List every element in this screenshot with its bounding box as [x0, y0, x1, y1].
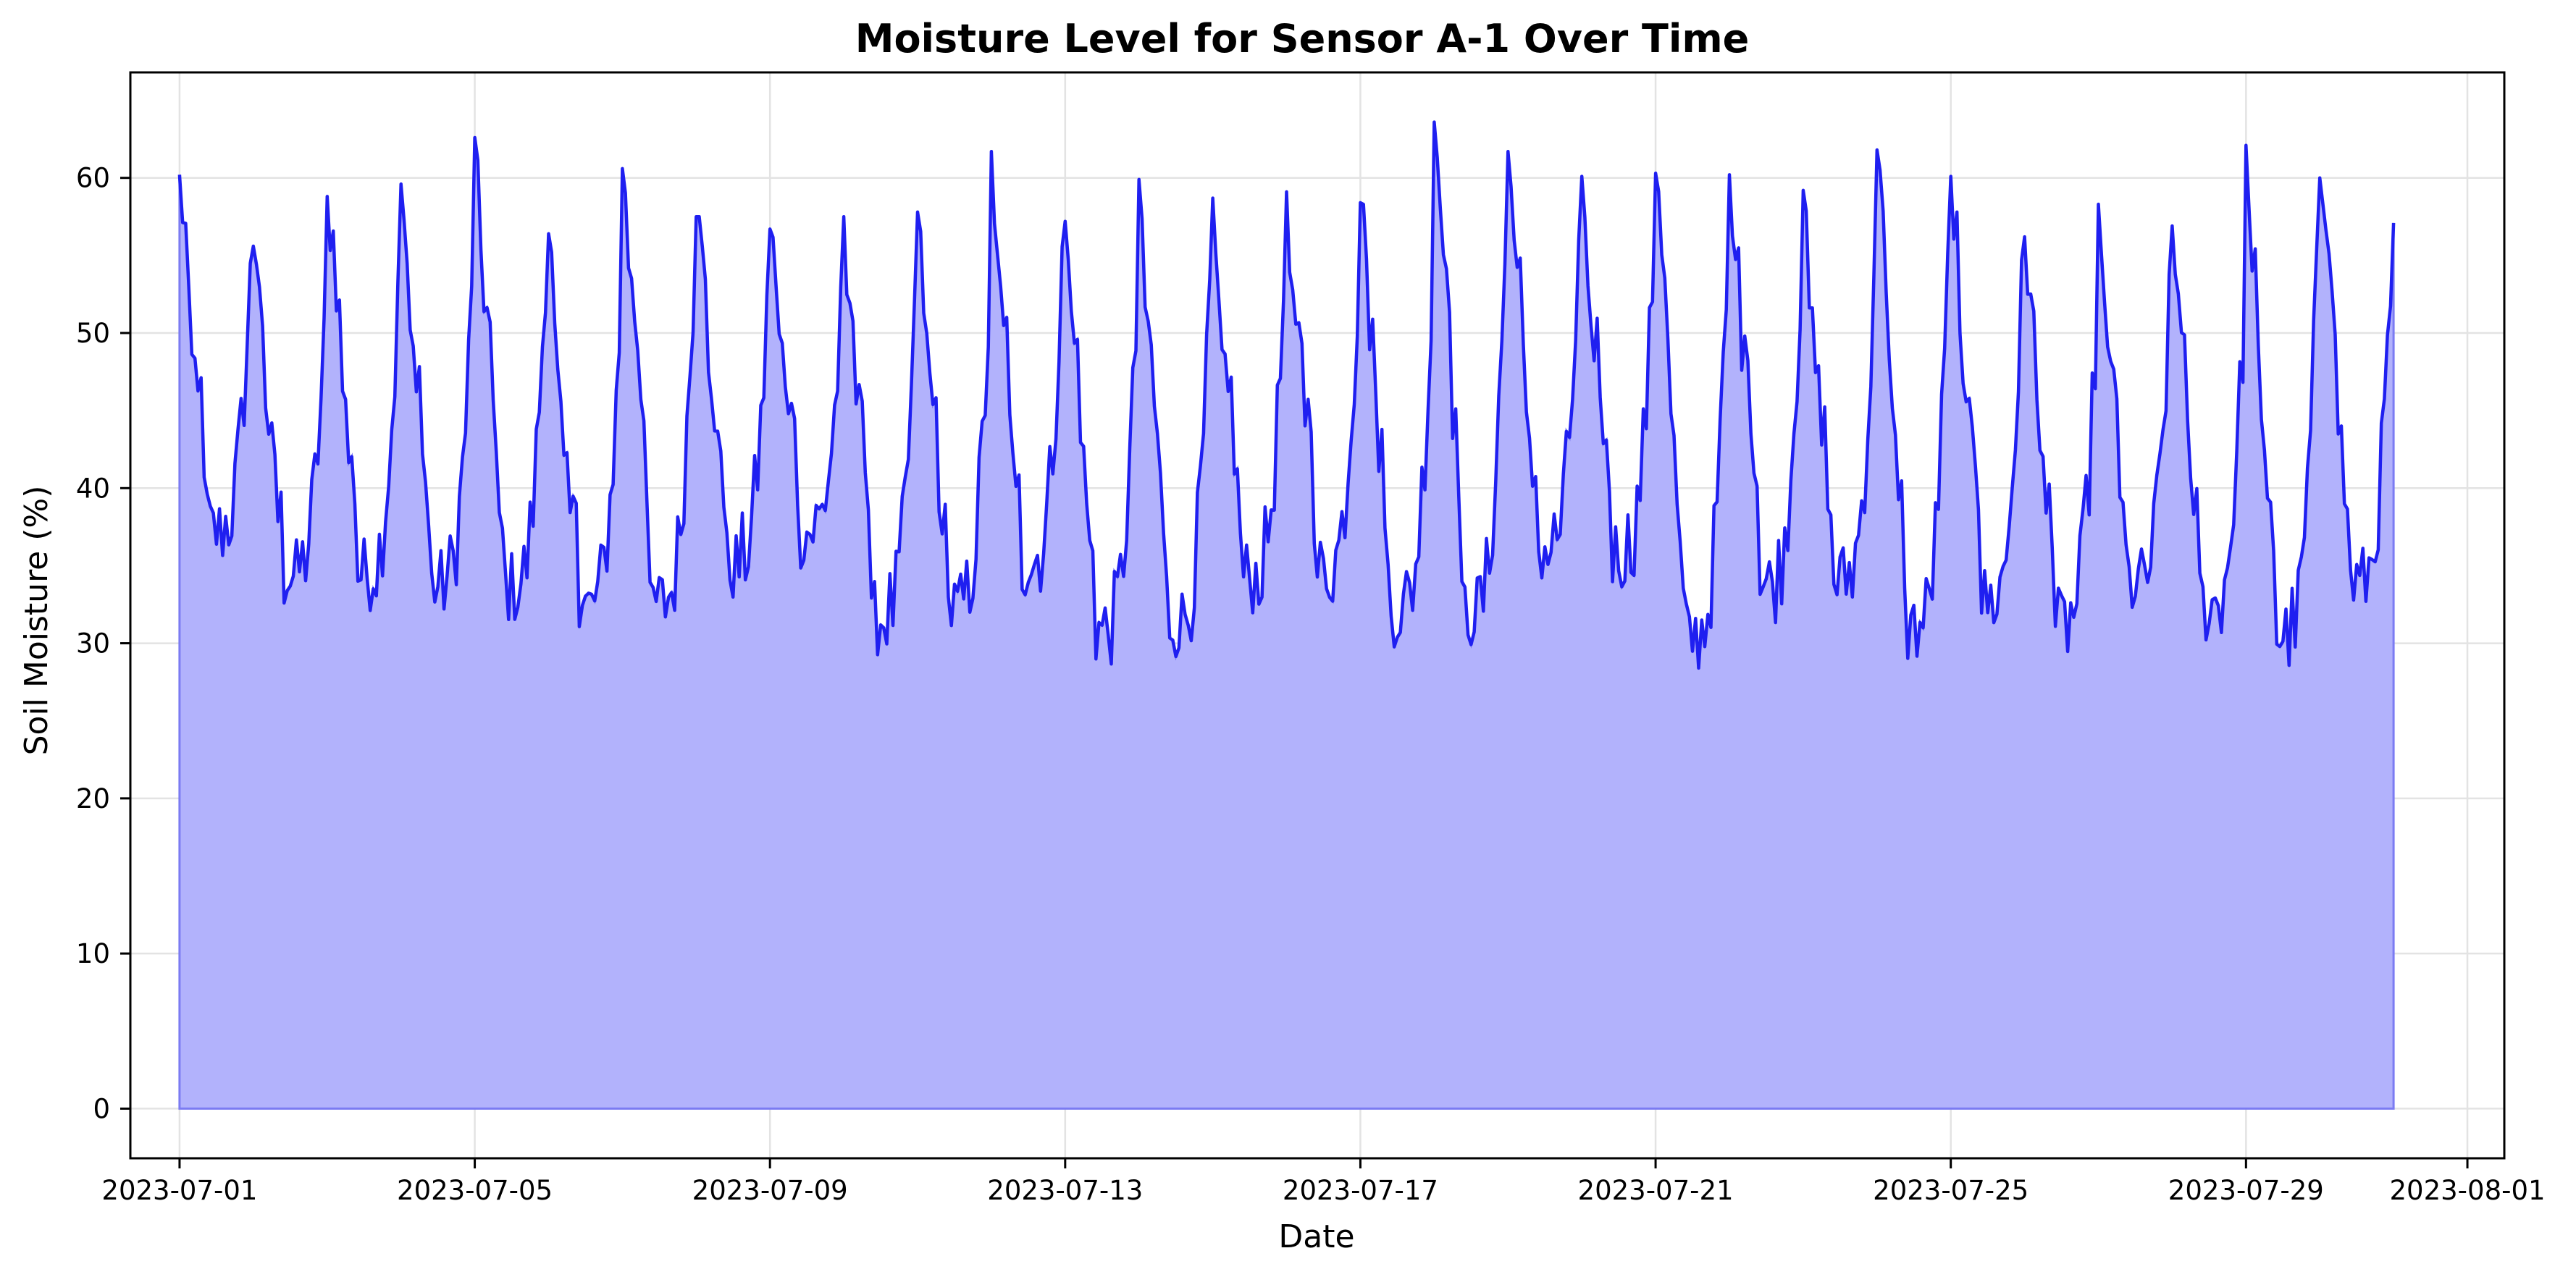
y-axis-label: Soil Moisture (%) — [18, 486, 55, 756]
y-tick-label: 20 — [76, 783, 110, 814]
x-tick-label: 2023-07-05 — [397, 1175, 553, 1206]
x-tick-label: 2023-07-25 — [1873, 1175, 2029, 1206]
chart-title: Moisture Level for Sensor A-1 Over Time — [855, 16, 1750, 62]
y-tick-label: 10 — [76, 938, 110, 969]
x-axis-label: Date — [1278, 1218, 1354, 1255]
y-axis: 0 10 20 30 40 50 60 — [76, 163, 130, 1124]
y-tick-label: 40 — [76, 473, 110, 504]
x-tick-label: 2023-07-09 — [692, 1175, 848, 1206]
x-tick-label: 2023-08-01 — [2390, 1175, 2546, 1206]
y-tick-label: 0 — [93, 1093, 110, 1124]
y-tick-label: 60 — [76, 163, 110, 194]
y-tick-label: 50 — [76, 318, 110, 349]
x-tick-label: 2023-07-21 — [1578, 1175, 1734, 1206]
series-line — [177, 120, 2396, 670]
x-tick-label: 2023-07-29 — [2168, 1175, 2324, 1206]
plot-frame — [129, 71, 2506, 1160]
x-tick-label: 2023-07-01 — [101, 1175, 257, 1206]
y-tick-label: 30 — [76, 628, 110, 659]
x-tick-label: 2023-07-17 — [1283, 1175, 1438, 1206]
x-axis: 2023-07-01 2023-07-05 2023-07-09 2023-07-13… — [101, 1158, 2546, 1206]
area-fill — [178, 122, 2395, 1110]
x-tick-label: 2023-07-13 — [987, 1175, 1143, 1206]
